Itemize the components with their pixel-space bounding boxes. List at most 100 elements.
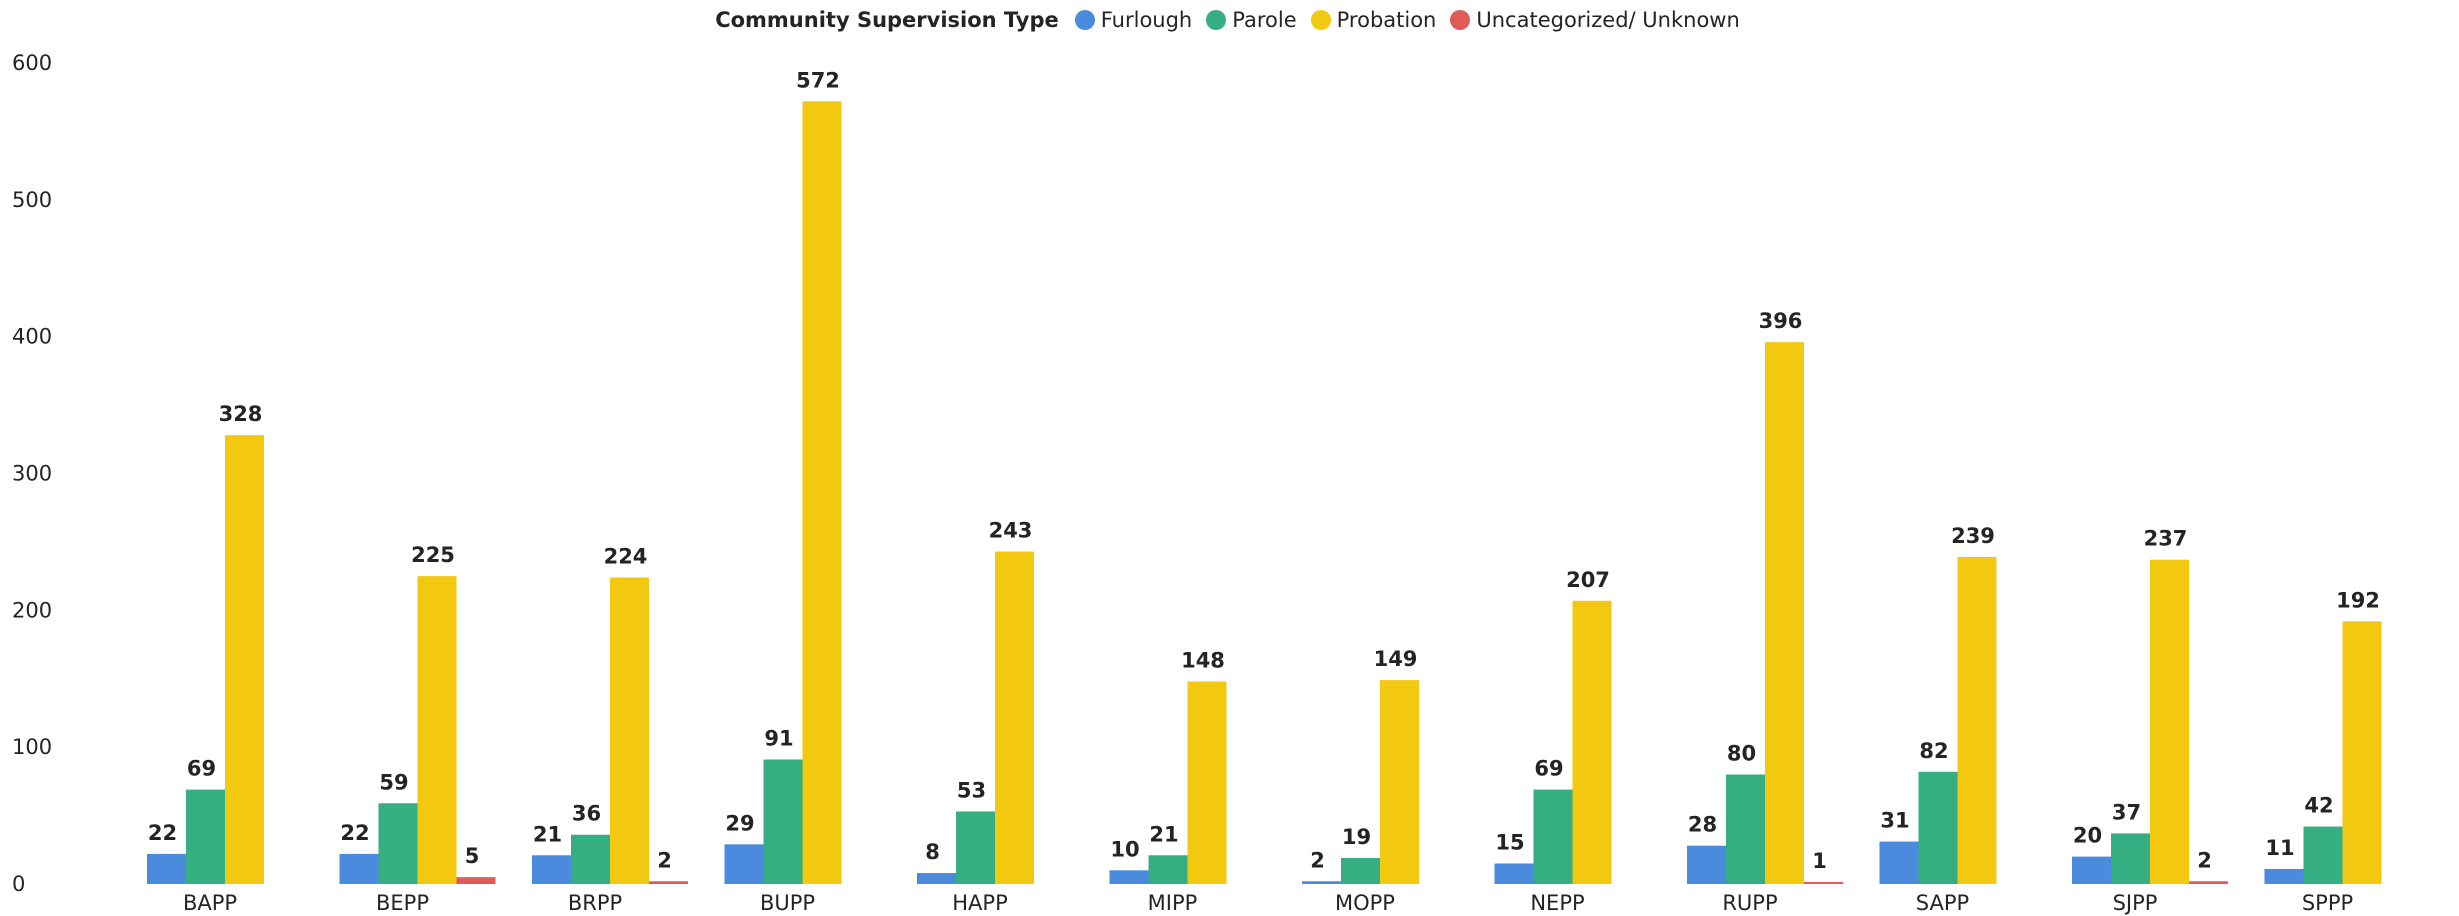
x-tick-label: MOPP (1335, 891, 1395, 915)
bar-furlough-rupp (1687, 845, 1726, 884)
data-label: 29 (725, 811, 754, 835)
bar-parole-brpp (571, 834, 610, 884)
data-label: 91 (764, 726, 793, 750)
bar-probation-mipp (1187, 681, 1227, 884)
data-label: 224 (604, 544, 648, 568)
data-label: 239 (1951, 524, 1995, 548)
y-tick-label: 0 (12, 872, 25, 896)
legend-label-furlough: Furlough (1100, 8, 1193, 32)
legend: Community Supervision Type Furlough Paro… (0, 2, 2459, 38)
bar-furlough-sapp (1879, 841, 1919, 884)
legend-item-probation[interactable]: Probation (1310, 8, 1437, 32)
data-label: 69 (1534, 757, 1563, 781)
y-tick-label: 300 (12, 462, 52, 486)
data-label: 37 (2112, 800, 2141, 824)
data-label: 5 (465, 844, 480, 868)
bar-parole-rupp (1726, 774, 1765, 884)
legend-label-parole: Parole (1232, 8, 1297, 32)
data-label: 36 (572, 802, 601, 826)
data-label: 396 (1759, 309, 1803, 333)
legend-label-uncategorized: Uncategorized/ Unknown (1476, 8, 1740, 32)
legend-dot-uncategorized (1450, 10, 1471, 30)
bar-probation-sapp (1957, 556, 1997, 884)
x-tick-label: SPPP (2302, 891, 2353, 915)
data-label: 328 (219, 402, 263, 426)
data-label: 21 (533, 822, 562, 846)
legend-title: Community Supervision Type (715, 8, 1059, 32)
bar-parole-happ (956, 811, 995, 884)
bar-parole-nepp (1533, 789, 1573, 884)
data-label: 42 (2304, 794, 2333, 818)
y-tick-label: 500 (12, 188, 52, 212)
data-label: 572 (796, 68, 840, 92)
bar-probation-sppp (2342, 621, 2382, 884)
bar-probation-nepp (1572, 600, 1612, 884)
y-tick-label: 600 (12, 51, 52, 75)
bar-furlough-nepp (1494, 863, 1534, 884)
x-tick-label: BEPP (376, 891, 429, 915)
x-tick-label: BAPP (183, 891, 237, 915)
bar-probation-bapp (225, 435, 264, 884)
legend-item-uncategorized[interactable]: Uncategorized/ Unknown (1450, 8, 1740, 32)
bar-parole-bapp (186, 789, 225, 884)
data-label: 11 (2265, 836, 2294, 860)
data-label: 2 (657, 848, 672, 872)
legend-dot-probation (1310, 10, 1331, 30)
x-tick-label: SAPP (1916, 891, 1969, 915)
data-label: 149 (1374, 647, 1418, 671)
x-tick-label: NEPP (1530, 891, 1584, 915)
bar-furlough-sppp (2264, 868, 2304, 884)
data-label: 20 (2073, 824, 2102, 848)
x-tick-label: RUPP (1722, 891, 1777, 915)
bar-probation-happ (995, 551, 1034, 884)
bar-furlough-mipp (1109, 870, 1149, 884)
x-tick-label: BUPP (760, 891, 815, 915)
bar-uncategorized-unknown-rupp (1804, 882, 1843, 884)
bar-probation-bupp (802, 101, 842, 884)
data-label: 28 (1688, 813, 1717, 837)
data-label: 192 (2336, 588, 2380, 612)
data-label: 31 (1880, 809, 1909, 833)
bar-furlough-mopp (1302, 881, 1341, 884)
data-label: 19 (1342, 825, 1371, 849)
legend-dot-parole (1206, 10, 1227, 30)
data-label: 2 (1310, 848, 1325, 872)
bar-parole-sjpp (2111, 833, 2150, 884)
data-label: 69 (187, 757, 216, 781)
data-label: 10 (1110, 837, 1139, 861)
data-label: 2 (2197, 848, 2212, 872)
legend-dot-furlough (1074, 10, 1095, 30)
data-label: 225 (411, 543, 455, 567)
bar-probation-mopp (1380, 680, 1419, 884)
bar-parole-sppp (2303, 826, 2343, 884)
bar-uncategorized-unknown-sjpp (2189, 881, 2228, 884)
data-label: 82 (1919, 739, 1948, 763)
data-label: 22 (148, 821, 177, 845)
bar-furlough-bapp (147, 853, 186, 884)
x-tick-label: HAPP (952, 891, 1007, 915)
y-tick-label: 400 (12, 325, 52, 349)
bar-parole-sapp (1918, 771, 1958, 884)
x-tick-label: MIPP (1148, 891, 1198, 915)
y-tick-label: 100 (12, 735, 52, 759)
data-label: 243 (989, 518, 1033, 542)
bar-probation-brpp (610, 577, 649, 884)
bar-parole-bupp (763, 759, 803, 884)
legend-label-probation: Probation (1336, 8, 1437, 32)
bar-furlough-brpp (532, 855, 571, 884)
data-label: 15 (1495, 830, 1524, 854)
bar-probation-bepp (417, 576, 457, 884)
data-label: 53 (957, 778, 986, 802)
bar-furlough-bupp (724, 844, 764, 884)
bar-probation-rupp (1765, 342, 1804, 884)
bar-uncategorized-unknown-brpp (649, 881, 688, 884)
x-tick-label: SJPP (2113, 891, 2158, 915)
data-label: 148 (1181, 648, 1225, 672)
legend-item-furlough[interactable]: Furlough (1074, 8, 1193, 32)
bar-parole-mopp (1341, 858, 1380, 884)
bar-parole-bepp (378, 803, 418, 884)
legend-item-parole[interactable]: Parole (1206, 8, 1297, 32)
bar-probation-sjpp (2150, 559, 2189, 884)
data-label: 21 (1149, 822, 1178, 846)
